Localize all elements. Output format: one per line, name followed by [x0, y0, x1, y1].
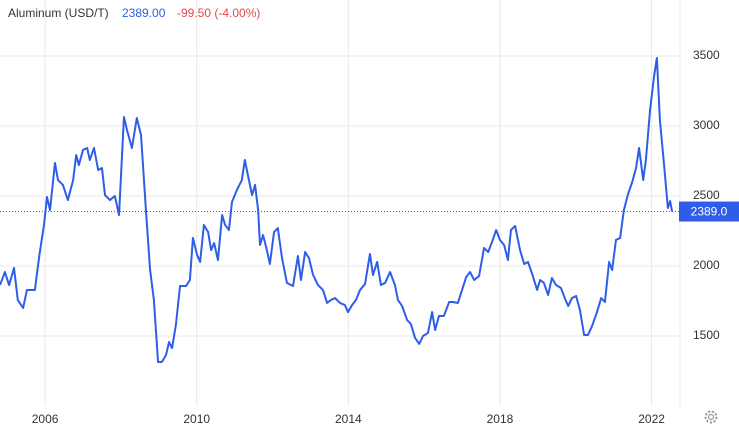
price-change: -99.50 (-4.00%): [177, 6, 260, 20]
last-value-box: [679, 201, 739, 222]
x-tick-label: 2018: [487, 412, 514, 426]
price-line: [0, 56, 674, 364]
y-tick-label: 2500: [693, 188, 720, 202]
x-tick-label: 2022: [638, 412, 665, 426]
settings-icon[interactable]: [704, 410, 718, 424]
y-tick-label: 3000: [693, 118, 720, 132]
x-tick-label: 2010: [183, 412, 210, 426]
y-tick-label: 2000: [693, 258, 720, 272]
y-tick-label: 3500: [693, 48, 720, 62]
x-tick-label: 2014: [335, 412, 362, 426]
y-tick-label: 1500: [693, 328, 720, 342]
price: 2389.00: [122, 6, 166, 20]
x-tick-label: 2006: [32, 412, 59, 426]
last-value-label: 2389.0: [691, 205, 728, 219]
chart-title: Aluminum (USD/T): [8, 6, 109, 20]
